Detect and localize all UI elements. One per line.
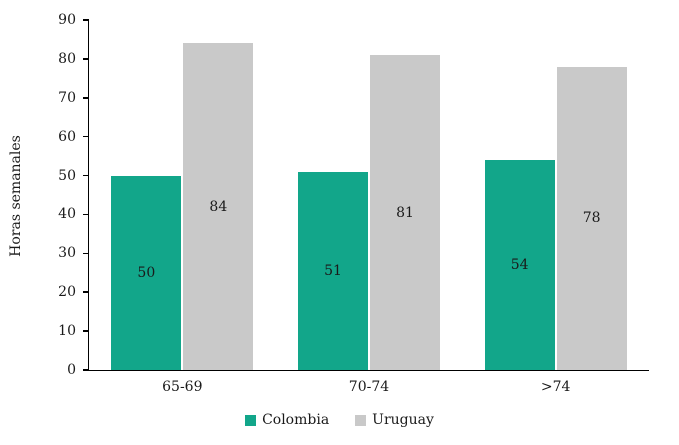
bar-value-label: 51: [324, 262, 342, 279]
bar-colombia-70-74: 51: [297, 171, 368, 370]
y-tick-mark-10: [83, 330, 89, 332]
bar-value-label: 54: [510, 257, 529, 273]
y-tick-label-80: 80: [58, 50, 76, 67]
bar-group-65-69: 50 84 65-69: [111, 20, 254, 395]
y-tick-label-10: 10: [58, 323, 76, 340]
y-tick-mark-30: [83, 252, 89, 255]
plot-area: 0 10 20 30 40 50 60 70 80 90 50 84 65-69 51 81 70-74 54…: [58, 13, 649, 395]
y-tick-label-70: 70: [58, 89, 76, 106]
y-tick-label-60: 60: [58, 128, 76, 145]
legend-swatch-colombia: [245, 414, 257, 426]
bar-groups: 50 84 65-69 51 81 70-74 54 78 >74: [89, 20, 649, 395]
bar-colombia-65-69: 50: [111, 175, 182, 370]
bar-colombia->74: 54: [484, 160, 555, 370]
y-tick-label-50: 50: [58, 167, 76, 184]
legend-item-uruguay: Uruguay: [355, 412, 434, 428]
y-tick-mark-0: [83, 369, 89, 371]
y-tick-label-0: 0: [67, 362, 76, 378]
y-tick-mark-60: [83, 135, 89, 138]
bar-uruguay->74: 78: [556, 66, 627, 370]
y-tick-mark-50: [83, 174, 89, 177]
bar-group-70-74: 51 81 70-74: [297, 20, 440, 395]
legend-item-colombia: Colombia: [245, 412, 329, 428]
y-axis-title: Horas semanales: [8, 135, 24, 257]
bar-uruguay-65-69: 84: [183, 43, 254, 370]
y-tick-mark-40: [83, 213, 89, 216]
bar-uruguay-70-74: 81: [369, 55, 440, 370]
bar-value-label: 78: [582, 210, 601, 227]
y-tick-label-30: 30: [58, 245, 76, 262]
y-tick-label-40: 40: [58, 206, 76, 223]
legend-label-colombia: Colombia: [262, 412, 330, 428]
y-tick-mark-20: [83, 291, 89, 293]
legend: Colombia Uruguay: [0, 412, 679, 428]
bar-group->74: 54 78 >74: [484, 20, 627, 395]
legend-label-uruguay: Uruguay: [372, 412, 434, 428]
x-category-label-65-69: 65-69: [162, 379, 203, 395]
legend-swatch-uruguay: [355, 414, 367, 426]
y-tick-mark-70: [83, 97, 89, 99]
y-tick-label-90: 90: [58, 12, 76, 28]
x-category-label->74: >74: [540, 379, 571, 395]
bar-value-label: 50: [137, 264, 156, 281]
x-category-label-70-74: 70-74: [348, 379, 390, 395]
bar-value-label: 84: [209, 198, 228, 215]
y-tick-mark-80: [83, 58, 89, 60]
bar-value-label: 81: [396, 204, 414, 221]
y-tick-label-20: 20: [58, 284, 76, 301]
y-tick-mark-90: [83, 19, 89, 21]
